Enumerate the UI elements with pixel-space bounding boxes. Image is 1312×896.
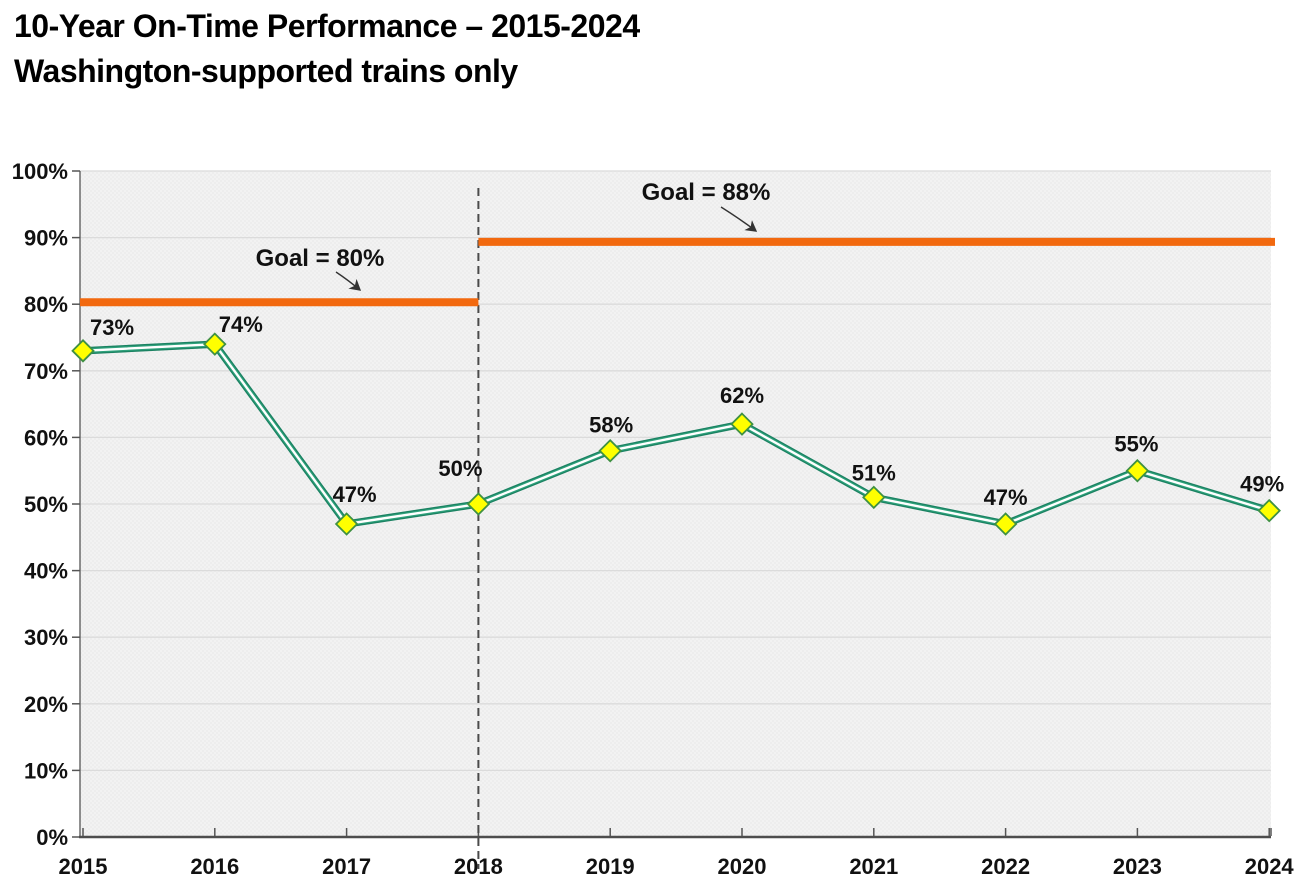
y-tick-label: 90%	[24, 226, 68, 251]
chart-subtitle: Washington-supported trains only	[14, 53, 518, 89]
data-point-marker	[1257, 498, 1281, 523]
data-point-label: 47%	[984, 485, 1028, 510]
data-point-marker	[334, 512, 359, 536]
y-tick-label: 70%	[24, 359, 68, 384]
goal-label-80: Goal = 80%	[256, 245, 385, 272]
data-point-label: 47%	[333, 482, 377, 507]
data-point-marker	[730, 412, 754, 436]
axes-group: 0% 10% 20% 30% 40% 50% 60% 70% 80% 90% 100% 2015 201…	[12, 159, 1295, 879]
chart-title: 10-Year On-Time Performance – 2015-2024	[14, 8, 640, 44]
data-point-label: 49%	[1240, 472, 1284, 497]
data-point-marker	[71, 339, 95, 363]
gridlines-group	[80, 170, 1271, 772]
y-tick-label: 10%	[24, 758, 68, 783]
y-tick-label: 20%	[24, 692, 68, 717]
goal-callout-arrow	[335, 271, 362, 291]
x-tick-label: 2023	[1113, 854, 1162, 879]
x-tick-label: 2019	[586, 854, 635, 879]
data-point-marker	[466, 492, 491, 516]
x-tick-label: 2015	[59, 854, 108, 879]
x-tick-label: 2020	[718, 854, 767, 879]
data-point-label: 58%	[589, 413, 633, 438]
x-tick-label: 2024	[1245, 854, 1295, 879]
data-point-label: 51%	[852, 460, 896, 485]
y-tick-label: 80%	[24, 292, 68, 317]
y-tick-label: 50%	[24, 492, 68, 517]
series-line-core	[81, 342, 1271, 526]
chart-title-block: 10-Year On-Time Performance – 2015-2024 …	[14, 4, 640, 94]
data-point-label: 73%	[90, 315, 134, 340]
data-point-marker	[203, 332, 227, 356]
y-tick-label: 40%	[24, 559, 68, 584]
goal-lines-group: Goal = 80% Goal = 88%	[80, 179, 1275, 307]
data-point-marker	[598, 438, 622, 463]
data-point-marker	[993, 512, 1018, 536]
data-point-label: 62%	[720, 383, 764, 408]
data-point-label: 50%	[438, 456, 482, 481]
x-tick-label: 2016	[190, 854, 239, 879]
y-tick-label: 60%	[24, 425, 68, 450]
data-point-marker	[862, 485, 886, 510]
goal-label-88: Goal = 88%	[642, 179, 771, 206]
y-tick-label: 100%	[12, 159, 68, 184]
y-tick-label: 0%	[36, 825, 68, 850]
goal-callout-arrow	[720, 206, 758, 232]
data-point-marker	[1125, 458, 1150, 483]
x-tick-label: 2017	[322, 854, 371, 879]
data-labels-group: 73% 74% 47% 50% 58% 62% 51% 47% 55% 49%	[90, 312, 1284, 510]
data-point-label: 74%	[219, 312, 263, 337]
x-tick-label: 2021	[849, 854, 898, 879]
y-tick-label: 30%	[24, 625, 68, 650]
data-point-label: 55%	[1114, 432, 1158, 457]
x-tick-label: 2022	[981, 854, 1030, 879]
series-group	[71, 332, 1281, 536]
